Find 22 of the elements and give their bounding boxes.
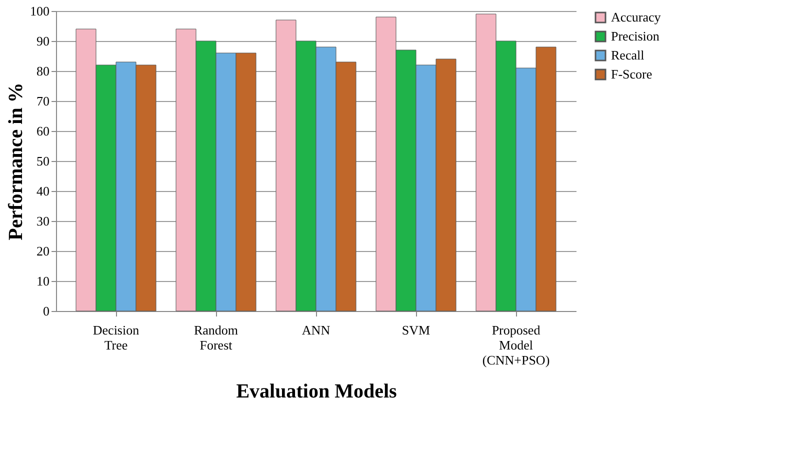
y-tick-label: 30 [36, 214, 50, 228]
y-tick-label: 70 [36, 94, 50, 108]
y-tick-label: 90 [36, 34, 50, 48]
y-tick-label: 10 [36, 274, 50, 288]
y-tick-label: 40 [36, 184, 50, 198]
y-tick-label: 60 [36, 124, 50, 138]
y-tick-label: 50 [36, 154, 50, 168]
x-tick-label: Proposed Model (CNN+PSO) [482, 322, 550, 368]
legend-label: Precision [611, 28, 660, 44]
y-tick-label: 100 [30, 4, 50, 18]
x-tick-label: Decision Tree [92, 322, 140, 352]
y-axis-title: Performance in % [5, 82, 27, 240]
y-tick-label: 20 [36, 244, 50, 258]
legend-label: Recall [611, 48, 645, 62]
legend-label: F-Score [611, 66, 652, 82]
legend-label: Accuracy [611, 10, 662, 24]
y-tick-label: 80 [36, 64, 50, 78]
y-tick-label: 0 [43, 304, 50, 318]
x-tick-label: SVM [402, 322, 431, 338]
x-axis-title: Evaluation Models [236, 380, 398, 402]
x-tick-label: Random Forest [194, 322, 238, 352]
x-tick-label: ANN [302, 322, 331, 338]
